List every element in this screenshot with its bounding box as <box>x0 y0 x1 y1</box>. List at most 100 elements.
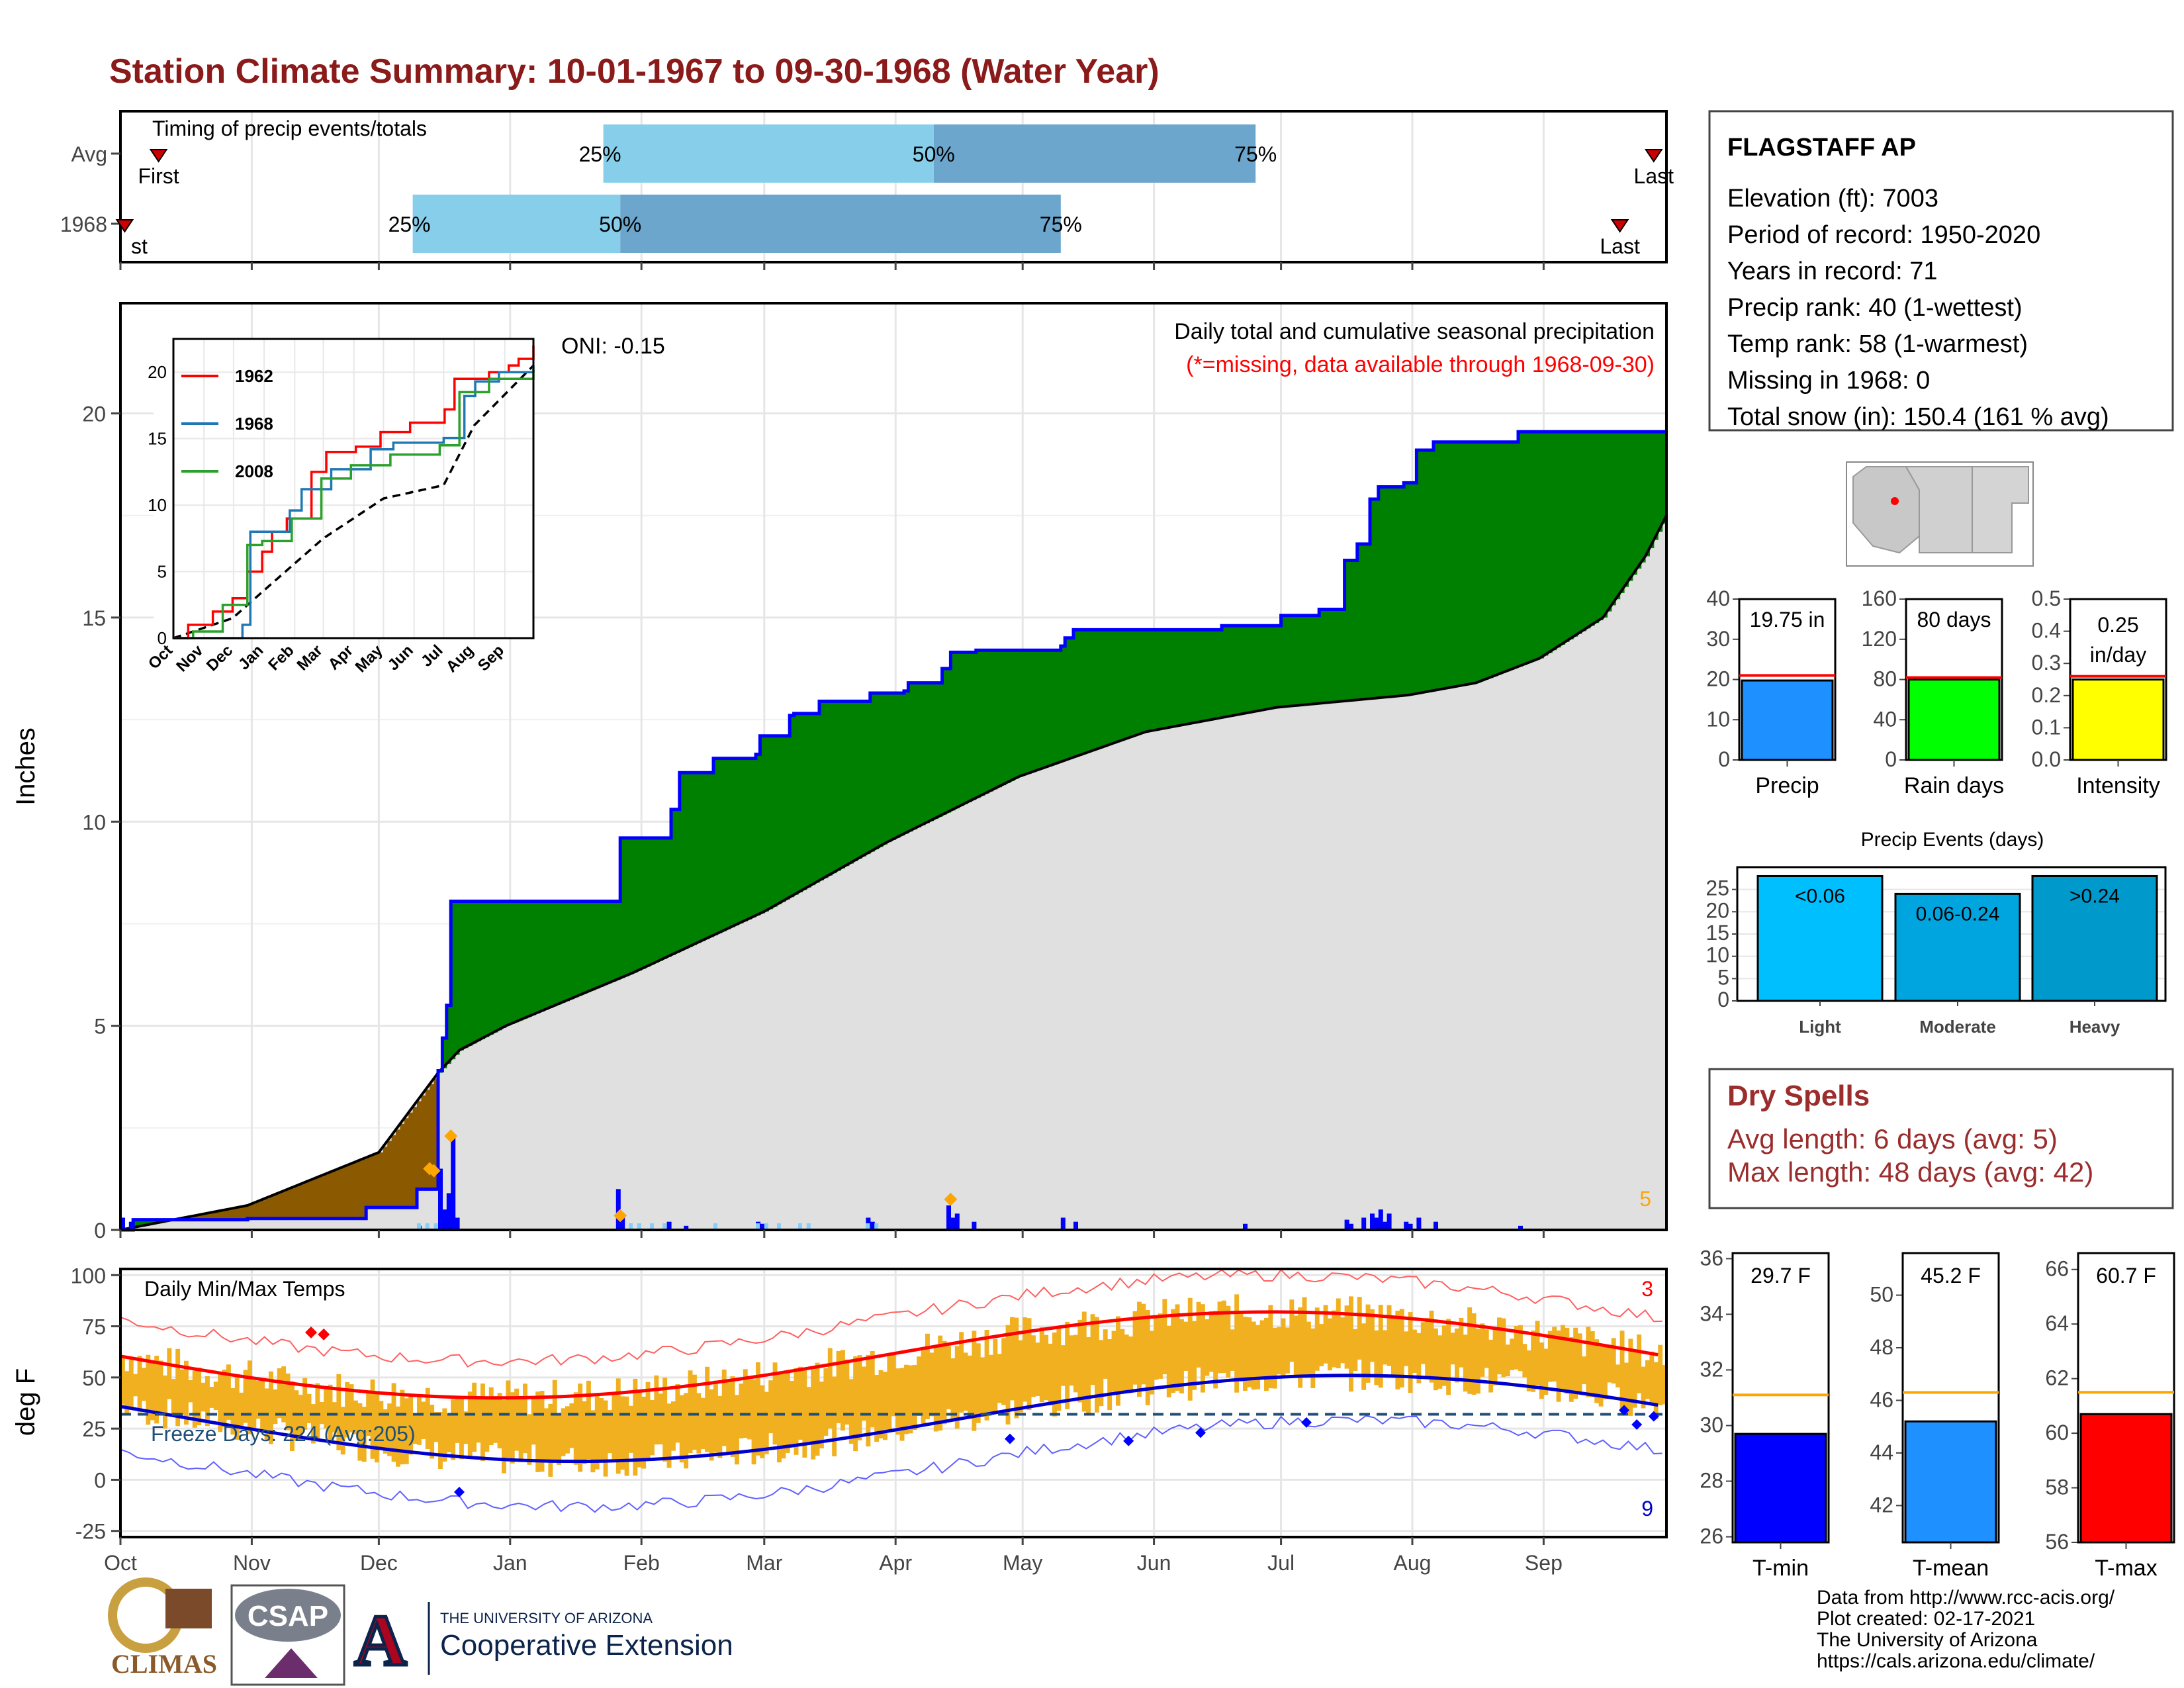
above-avg-fill <box>629 837 633 975</box>
daily-temp-bar <box>785 1372 790 1453</box>
daily-temp-bar <box>133 1374 138 1397</box>
daily-temp-bar <box>1450 1333 1455 1365</box>
daily-temp-bar <box>1048 1343 1053 1406</box>
events-bar <box>1894 892 2021 1002</box>
daily-temp-bar <box>1539 1342 1544 1399</box>
daily-temp-bar <box>1383 1330 1388 1365</box>
below-avg-fill <box>340 1168 345 1219</box>
timing-bar-25-50 <box>412 195 621 253</box>
above-avg-fill <box>675 809 680 953</box>
above-avg-fill <box>908 682 913 832</box>
above-avg-fill <box>1187 630 1193 724</box>
above-avg-fill <box>1357 543 1362 700</box>
daily-temp-bar <box>353 1400 358 1434</box>
daily-temp-bar <box>311 1404 316 1444</box>
above-avg-fill <box>772 735 778 907</box>
mini-bar <box>1741 679 1834 761</box>
above-avg-fill <box>1171 630 1176 727</box>
below-avg-fill <box>260 1200 265 1219</box>
above-avg-fill <box>844 701 850 867</box>
last-label: Last <box>1600 234 1640 258</box>
daily-temp-bar <box>336 1374 341 1450</box>
tempbar-y-tick: 58 <box>2045 1476 2069 1499</box>
above-avg-fill <box>137 1219 142 1227</box>
month-label: Jul <box>1267 1551 1295 1575</box>
above-avg-fill <box>730 758 735 927</box>
tempbar-bar <box>2079 1413 2173 1544</box>
above-avg-fill <box>624 837 629 976</box>
below-avg-fill <box>298 1184 303 1219</box>
above-avg-fill <box>514 901 520 1023</box>
daily-temp-bar <box>1052 1332 1057 1417</box>
above-avg-fill <box>133 1219 138 1228</box>
daily-temp-bar <box>1569 1336 1574 1402</box>
record-high-marker <box>318 1328 330 1340</box>
above-avg-fill <box>1383 487 1388 698</box>
events-category-label: Moderate <box>1919 1017 1996 1037</box>
above-avg-fill <box>1103 630 1108 747</box>
below-avg-fill <box>290 1188 295 1219</box>
daily-temp-bar <box>400 1389 405 1465</box>
daily-precip-bar <box>684 1225 689 1230</box>
above-avg-fill <box>578 901 583 996</box>
daily-temp-bar <box>823 1368 829 1436</box>
above-avg-fill <box>1619 432 1625 593</box>
above-avg-fill <box>735 758 739 925</box>
daily-precip-bar <box>1433 1221 1438 1230</box>
daily-temp-bar <box>260 1381 265 1433</box>
daily-temp-bar <box>756 1362 760 1456</box>
mini-y-tick: 40 <box>1706 586 1730 610</box>
above-avg-fill <box>904 690 909 834</box>
above-avg-fill <box>768 735 774 910</box>
daily-temp-bar <box>1336 1298 1341 1368</box>
daily-temp-bar <box>476 1399 481 1443</box>
daily-temp-bar <box>209 1387 214 1408</box>
precip-panel: 0 5 10 15 20 Inches ONI: -0.15 Daily total and … <box>11 302 1668 1243</box>
above-avg-fill <box>1086 630 1091 753</box>
above-avg-fill <box>565 901 570 1002</box>
above-avg-fill <box>142 1219 146 1226</box>
below-avg-fill <box>324 1174 329 1219</box>
daily-temp-bar <box>128 1360 134 1408</box>
daily-temp-bar <box>844 1359 850 1425</box>
below-avg-fill <box>370 1155 375 1208</box>
above-avg-fill <box>811 713 816 886</box>
above-avg-fill <box>1561 432 1565 645</box>
daily-temp-bar <box>163 1375 167 1429</box>
above-avg-fill <box>493 901 498 1033</box>
above-avg-fill <box>972 652 977 800</box>
daily-temp-bar <box>124 1371 130 1416</box>
daily-temp-bar <box>938 1335 943 1431</box>
daily-temp-bar <box>1645 1360 1650 1399</box>
tempbar-y-tick: 60 <box>2045 1421 2069 1444</box>
daily-temp-bar <box>1306 1321 1311 1377</box>
daily-temp-bar <box>285 1373 291 1430</box>
daily-temp-bar <box>679 1395 684 1463</box>
below-avg-fill <box>251 1203 257 1219</box>
daily-temp-bar <box>984 1330 989 1421</box>
daily-temp-bar <box>1183 1321 1189 1371</box>
mini-value-label: 80 days <box>1917 608 1991 632</box>
above-avg-fill <box>1111 630 1116 744</box>
record-high-line <box>120 1268 1662 1368</box>
below-avg-fill <box>375 1154 379 1208</box>
above-avg-fill <box>523 901 527 1019</box>
above-avg-fill <box>1035 650 1040 771</box>
above-avg-fill <box>917 682 922 827</box>
tempbar-y-tick: 34 <box>1700 1301 1723 1325</box>
above-avg-fill <box>1586 432 1591 629</box>
above-avg-fill <box>502 901 506 1028</box>
daily-temp-bar <box>1420 1322 1426 1364</box>
above-avg-fill <box>154 1219 159 1224</box>
daily-temp-bar <box>853 1356 858 1452</box>
above-avg-fill <box>1014 650 1019 779</box>
daily-temp-bar <box>1353 1329 1358 1372</box>
above-avg-fill <box>1514 442 1519 669</box>
daily-temp-bar <box>1035 1342 1040 1397</box>
daily-temp-bar <box>713 1380 718 1453</box>
inset-x-tick: Apr <box>325 641 357 673</box>
daily-precip-bar <box>1404 1221 1409 1230</box>
below-avg-fill <box>387 1141 392 1208</box>
daily-temp-bar <box>1437 1335 1443 1389</box>
above-avg-fill <box>751 758 756 917</box>
